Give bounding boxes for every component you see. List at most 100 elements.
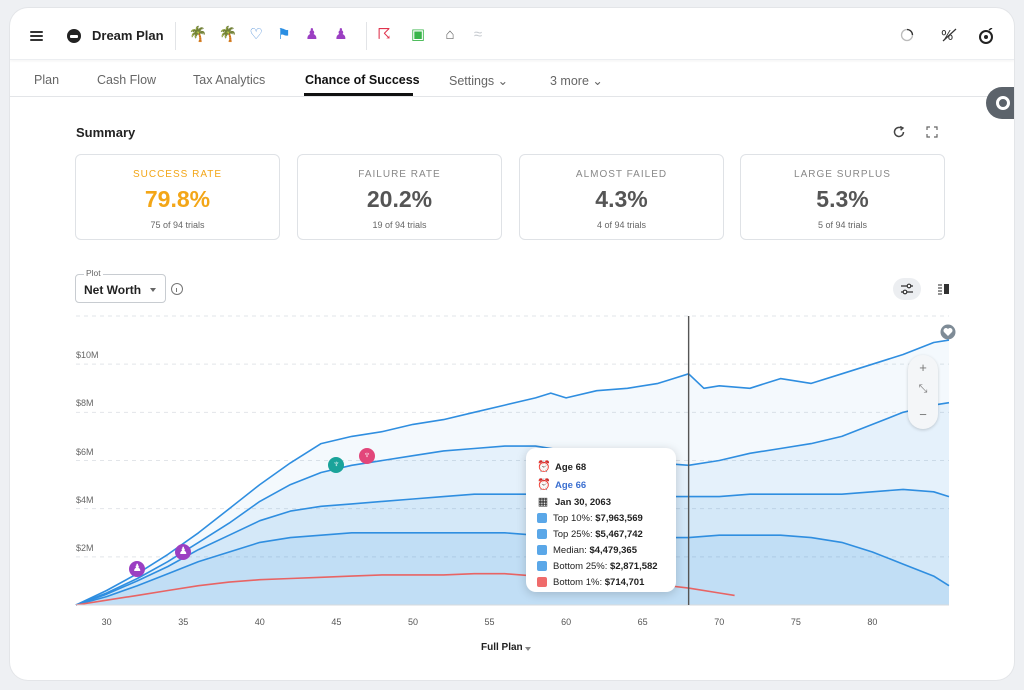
x-tick-label: 55 bbox=[484, 617, 495, 627]
tooltip-row-bottom25: Bottom 25%: $2,871,582 bbox=[537, 561, 658, 572]
success-rate-card: SUCCESS RATE 79.8% 75 of 94 trials bbox=[75, 154, 280, 240]
y-tick-label: $10M bbox=[76, 350, 99, 361]
money-icon[interactable]: ▣ bbox=[410, 26, 426, 43]
person-icon-2[interactable]: ♟ bbox=[334, 26, 348, 43]
series-area-median bbox=[76, 489, 949, 605]
alarm-clock-icon: ⏰ bbox=[537, 461, 551, 473]
tooltip-row-top25: Top 25%: $5,467,742 bbox=[537, 529, 643, 540]
alarm-clock-blue-icon: ⏰ bbox=[537, 479, 551, 491]
y-tick-label: $6M bbox=[76, 446, 94, 457]
series-line-bottom-25- bbox=[75, 532, 950, 606]
almost-failed-card: ALMOST FAILED 4.3% 4 of 94 trials bbox=[519, 154, 724, 240]
table-view-icon[interactable] bbox=[937, 283, 950, 295]
palm-tree-icon-teal[interactable]: 🌴 bbox=[188, 26, 208, 43]
tab-more[interactable]: 3 more ⌄ bbox=[550, 74, 603, 88]
x-tick-label: 70 bbox=[714, 617, 725, 627]
series-swatch bbox=[537, 529, 547, 539]
card-subtext: 19 of 94 trials bbox=[372, 220, 427, 230]
x-tick-label: 75 bbox=[790, 617, 801, 627]
health-marker-icon[interactable] bbox=[940, 324, 956, 340]
card-subtext: 75 of 94 trials bbox=[150, 220, 205, 230]
dream-plan-logo-icon bbox=[67, 29, 81, 43]
tab-settings[interactable]: Settings ⌄ bbox=[449, 74, 509, 88]
plot-select-value: Net Worth bbox=[84, 283, 142, 297]
series-swatch bbox=[537, 513, 547, 523]
bank-icon[interactable]: ⌂ bbox=[445, 26, 455, 43]
tab-tax-analytics[interactable]: Tax Analytics bbox=[193, 73, 266, 87]
toolbar-divider bbox=[175, 22, 176, 50]
fullscreen-icon[interactable] bbox=[926, 126, 938, 138]
person-icon-1[interactable]: ♟ bbox=[305, 26, 319, 43]
filter-toggle-button[interactable] bbox=[893, 278, 921, 300]
event-marker-icon[interactable]: ♆ bbox=[328, 457, 345, 474]
x-tick-label: 65 bbox=[637, 617, 648, 627]
heart-rate-icon[interactable]: ♡ bbox=[249, 26, 263, 43]
y-tick-label: $8M bbox=[76, 398, 94, 409]
series-line-median bbox=[75, 488, 950, 606]
series-swatch bbox=[537, 577, 547, 587]
x-tick-label: 45 bbox=[331, 617, 342, 627]
card-value: 79.8% bbox=[144, 186, 211, 212]
tooltip-row-median: Median: $4,479,365 bbox=[537, 545, 637, 556]
refresh-icon[interactable] bbox=[892, 125, 906, 139]
sliders-icon bbox=[901, 283, 913, 295]
series-area-top-25- bbox=[76, 402, 949, 605]
tab-cash-flow[interactable]: Cash Flow bbox=[97, 73, 157, 87]
app-window: Dream Plan 🌴 🌴 ♡ ⚑ ♟ ♟ ☈ ▣ ⌂ ≈ % Plan Cash Flow T… bbox=[10, 8, 1014, 680]
card-label: ALMOST FAILED bbox=[575, 169, 668, 180]
palm-tree-icon-pink[interactable]: 🌴 bbox=[218, 26, 238, 43]
tooltip-age-primary: ⏰ Age 68 bbox=[537, 461, 587, 473]
range-select[interactable]: Full Plan bbox=[481, 642, 523, 653]
x-tick-label: 50 bbox=[407, 617, 418, 627]
series-line-top-10- bbox=[75, 339, 950, 606]
side-settings-button[interactable] bbox=[986, 87, 1014, 119]
menu-icon[interactable] bbox=[30, 31, 43, 41]
card-value: 5.3% bbox=[816, 186, 869, 212]
top-toolbar: Dream Plan 🌴 🌴 ♡ ⚑ ♟ ♟ ☈ ▣ ⌂ ≈ % bbox=[10, 8, 1014, 60]
net-worth-chart bbox=[75, 315, 950, 606]
x-tick-label: 80 bbox=[867, 617, 878, 627]
event-marker-icon[interactable]: ♟ bbox=[129, 560, 146, 577]
zoom-fit-button[interactable]: ⤡ bbox=[918, 383, 928, 395]
zoom-in-button[interactable]: + bbox=[919, 360, 927, 375]
tooltip-row-bottom1: Bottom 1%: $714,701 bbox=[537, 577, 644, 588]
chevron-down-icon bbox=[150, 288, 156, 292]
zoom-out-button[interactable]: − bbox=[919, 407, 927, 422]
plot-select[interactable]: Plot Net Worth bbox=[75, 268, 166, 303]
svg-text:%: % bbox=[941, 29, 953, 42]
failure-rate-card: FAILURE RATE 20.2% 19 of 94 trials bbox=[297, 154, 502, 240]
chart-faded-icon[interactable]: ≈ bbox=[473, 26, 483, 43]
flag-icon[interactable]: ⚑ bbox=[277, 26, 291, 43]
x-tick-label: 60 bbox=[561, 617, 572, 627]
series-swatch bbox=[537, 561, 547, 571]
runner-icon[interactable]: ☈ bbox=[377, 26, 391, 43]
x-tick-label: 40 bbox=[254, 617, 265, 627]
card-subtext: 5 of 94 trials bbox=[817, 220, 868, 230]
card-label: FAILURE RATE bbox=[358, 169, 441, 180]
series-area-bottom-25- bbox=[76, 532, 949, 605]
x-tick-label: 35 bbox=[178, 617, 189, 627]
loading-spinner-icon bbox=[900, 28, 914, 42]
large-surplus-card: LARGE SURPLUS 5.3% 5 of 94 trials bbox=[740, 154, 945, 240]
calendar-icon: ▦ bbox=[537, 496, 549, 508]
percent-magic-icon[interactable]: % bbox=[941, 28, 957, 42]
tab-bar: Plan Cash Flow Tax Analytics Chance of S… bbox=[10, 61, 1014, 97]
card-label: LARGE SURPLUS bbox=[794, 169, 891, 180]
tooltip-row-top10: Top 10%: $7,963,569 bbox=[537, 513, 643, 524]
event-marker-icon[interactable]: ♆ bbox=[359, 447, 375, 464]
tab-chance-of-success[interactable]: Chance of Success bbox=[305, 73, 420, 87]
chart-tooltip: ⏰ Age 68 ⏰ Age 66 ▦ Jan 30, 2063 Top 10%: $… bbox=[526, 448, 676, 592]
series-line-top-25- bbox=[75, 401, 950, 606]
tooltip-age-secondary: ⏰ Age 66 bbox=[537, 479, 587, 491]
profile-settings-icon[interactable] bbox=[978, 28, 994, 44]
y-tick-label: $4M bbox=[76, 494, 94, 505]
chevron-down-icon[interactable] bbox=[525, 647, 531, 651]
event-marker-icon[interactable]: ♟ bbox=[175, 544, 192, 561]
info-icon[interactable] bbox=[171, 283, 183, 295]
tab-plan[interactable]: Plan bbox=[34, 73, 60, 87]
series-swatch bbox=[537, 545, 547, 555]
summary-title: Summary bbox=[76, 125, 136, 140]
card-subtext: 4 of 94 trials bbox=[596, 220, 647, 230]
y-tick-label: $2M bbox=[76, 542, 94, 553]
toolbar-divider bbox=[366, 22, 367, 50]
